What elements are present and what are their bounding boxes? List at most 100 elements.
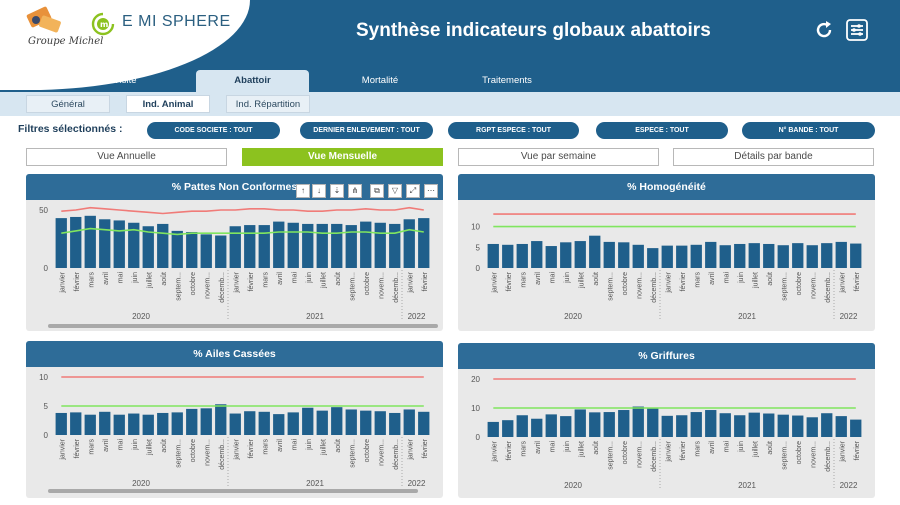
bar[interactable]: [589, 235, 601, 268]
bar[interactable]: [302, 223, 314, 268]
bar[interactable]: [70, 216, 82, 268]
bar[interactable]: [647, 248, 659, 268]
subtab-ind-repartition[interactable]: Ind. Répartition: [226, 95, 310, 113]
sort-down-icon[interactable]: ↓: [312, 184, 326, 198]
bar[interactable]: [531, 418, 543, 437]
bar[interactable]: [360, 410, 372, 435]
bar[interactable]: [545, 246, 557, 268]
view-semaine-button[interactable]: Vue par semaine: [458, 148, 659, 166]
bar[interactable]: [487, 421, 499, 437]
bar[interactable]: [418, 218, 430, 268]
bar[interactable]: [157, 412, 169, 435]
chart-panel-ailes[interactable]: % Ailes Cassées 0 5 10 janvier février mars av…: [26, 341, 443, 498]
bar[interactable]: [360, 221, 372, 268]
bar[interactable]: [113, 414, 125, 435]
sort-up-icon[interactable]: ↑: [296, 184, 310, 198]
bar[interactable]: [128, 413, 140, 435]
bar[interactable]: [574, 409, 586, 437]
bar[interactable]: [171, 230, 183, 268]
chart-panel-griffures[interactable]: % Griffures 0 10 20 janvier février mars avril…: [458, 343, 875, 498]
view-annuelle-button[interactable]: Vue Annuelle: [26, 148, 227, 166]
bar[interactable]: [792, 415, 804, 437]
bar[interactable]: [661, 245, 673, 268]
bar[interactable]: [287, 222, 299, 268]
bar[interactable]: [589, 412, 601, 437]
bar[interactable]: [244, 225, 256, 268]
bar[interactable]: [545, 414, 557, 437]
bar[interactable]: [142, 414, 154, 435]
bar[interactable]: [128, 222, 140, 268]
bar[interactable]: [676, 245, 688, 268]
bar[interactable]: [806, 417, 818, 437]
bar[interactable]: [777, 414, 789, 437]
bar[interactable]: [850, 243, 862, 268]
bar[interactable]: [618, 242, 630, 268]
bar[interactable]: [316, 223, 328, 268]
copy-icon[interactable]: ⧉: [370, 184, 384, 198]
bar[interactable]: [734, 415, 746, 437]
bar[interactable]: [734, 243, 746, 268]
bar[interactable]: [676, 415, 688, 437]
bar[interactable]: [719, 413, 731, 437]
bar[interactable]: [603, 241, 615, 268]
bar[interactable]: [229, 226, 241, 268]
bar[interactable]: [618, 410, 630, 437]
bar[interactable]: [806, 245, 818, 268]
bar[interactable]: [560, 416, 572, 437]
hierarchy-icon[interactable]: ⋔: [348, 184, 362, 198]
bar[interactable]: [273, 221, 285, 268]
bar[interactable]: [215, 404, 227, 435]
subtab-general[interactable]: Général: [26, 95, 110, 113]
chart-panel-homogeneite[interactable]: % Homogénéité 0 5 10 janvier février mars avri…: [458, 174, 875, 331]
arrow-down-icon[interactable]: ⇣: [330, 184, 344, 198]
bar[interactable]: [273, 414, 285, 435]
bar[interactable]: [502, 244, 514, 268]
bar[interactable]: [632, 244, 644, 268]
filter-pill-n-bande[interactable]: N° BANDE : TOUT: [742, 122, 875, 139]
filter-pill-dernier-enlevement[interactable]: DERNIER ENLEVEMENT : TOUT: [300, 122, 433, 139]
bar[interactable]: [331, 407, 343, 435]
bar[interactable]: [403, 219, 415, 268]
filter-pill-code-societe[interactable]: CODE SOCIETE : TOUT: [147, 122, 280, 139]
subtab-ind-animal[interactable]: Ind. Animal: [126, 95, 210, 113]
bar[interactable]: [229, 413, 241, 435]
bar[interactable]: [142, 226, 154, 268]
bar[interactable]: [516, 243, 528, 268]
bar[interactable]: [215, 235, 227, 268]
bar[interactable]: [258, 411, 270, 435]
refresh-icon[interactable]: [812, 18, 836, 42]
bar[interactable]: [84, 215, 96, 268]
bar[interactable]: [200, 408, 212, 435]
bar[interactable]: [157, 223, 169, 268]
tab-visite[interactable]: Visite: [113, 75, 137, 86]
bar[interactable]: [647, 408, 659, 437]
bar[interactable]: [603, 412, 615, 437]
bar[interactable]: [516, 415, 528, 437]
bar[interactable]: [835, 416, 847, 437]
filter-pill-rgpt-espece[interactable]: RGPT ESPECE : TOUT: [448, 122, 579, 139]
bar[interactable]: [244, 411, 256, 435]
bar[interactable]: [316, 410, 328, 435]
bar[interactable]: [345, 409, 357, 435]
bar[interactable]: [345, 225, 357, 268]
bar[interactable]: [821, 413, 833, 437]
settings-sliders-icon[interactable]: [845, 18, 869, 42]
bar[interactable]: [560, 242, 572, 268]
bar[interactable]: [171, 412, 183, 435]
bar[interactable]: [287, 412, 299, 435]
bar[interactable]: [835, 241, 847, 268]
bar[interactable]: [705, 241, 717, 268]
bar[interactable]: [84, 414, 96, 435]
filter-pill-espece[interactable]: ESPECE : TOUT: [596, 122, 728, 139]
expand-icon[interactable]: ⤢: [406, 184, 420, 198]
bar[interactable]: [690, 244, 702, 268]
bar[interactable]: [850, 419, 862, 437]
bar[interactable]: [99, 411, 111, 435]
bar[interactable]: [705, 410, 717, 437]
tab-abattoir[interactable]: Abattoir: [196, 70, 309, 92]
bar[interactable]: [777, 245, 789, 268]
bar[interactable]: [374, 411, 386, 435]
view-mensuelle-button[interactable]: Vue Mensuelle: [242, 148, 443, 166]
filter-icon[interactable]: ▽: [388, 184, 402, 198]
horizontal-scrollbar[interactable]: [48, 324, 438, 328]
